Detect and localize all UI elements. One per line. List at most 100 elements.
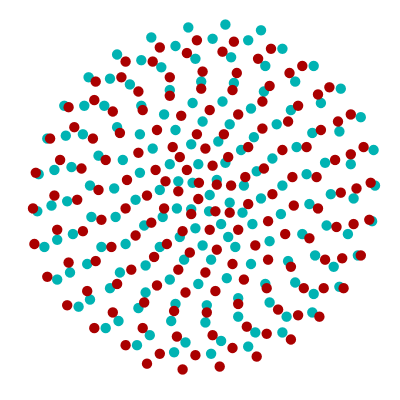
- series-2-point-24: [146, 217, 157, 228]
- series-2-point-2: [193, 177, 205, 188]
- series-1-point-39: [267, 153, 278, 164]
- series-1-point-47: [140, 260, 151, 271]
- series-1-point-142: [168, 347, 180, 358]
- series-1-point-14: [237, 207, 248, 218]
- series-1-point-22: [213, 136, 224, 147]
- series-2-point-10: [224, 207, 235, 218]
- series-2-point-67: [257, 96, 268, 107]
- series-2-point-27: [167, 141, 178, 153]
- series-2-point-70: [311, 171, 322, 183]
- series-2-point-125: [261, 328, 272, 339]
- series-1-point-1: [204, 189, 215, 201]
- series-1-point-89: [166, 315, 177, 327]
- series-2-point-142: [228, 36, 240, 47]
- series-1-point-147: [39, 241, 50, 253]
- series-1-point-57: [271, 119, 282, 130]
- series-1-point-81: [319, 157, 331, 168]
- series-2-point-124: [292, 310, 304, 321]
- series-2-point-62: [114, 127, 126, 139]
- series-1-point-146: [52, 274, 63, 285]
- series-2-point-144: [297, 60, 308, 72]
- series-1-point-35: [170, 124, 181, 136]
- series-1-point-46: [164, 274, 175, 285]
- series-1-point-55: [217, 96, 228, 107]
- series-2-point-141: [191, 35, 203, 46]
- series-1-point-132: [355, 112, 366, 123]
- series-2-point-45: [204, 104, 215, 116]
- series-1-point-41: [275, 208, 287, 220]
- series-2-point-43: [151, 124, 163, 136]
- series-2-point-116: [284, 67, 295, 79]
- series-1-point-52: [134, 129, 146, 140]
- series-2-point-52: [262, 254, 274, 265]
- series-2-point-5: [186, 208, 197, 220]
- series-2-point-30: [243, 141, 254, 153]
- series-1-point-117: [84, 294, 96, 305]
- series-1-point-10: [173, 176, 184, 187]
- series-2-point-97: [298, 283, 309, 294]
- series-1-point-87: [233, 311, 244, 322]
- series-1-point-86: [264, 297, 275, 308]
- series-1-point-157: [255, 25, 267, 36]
- series-1-point-131: [335, 83, 346, 94]
- series-2-point-107: [49, 190, 60, 201]
- series-1-point-38: [248, 132, 260, 143]
- series-2-point-148: [365, 177, 376, 188]
- series-2-point-139: [120, 56, 131, 67]
- series-2-point-80: [90, 255, 101, 267]
- series-1-point-67: [140, 287, 151, 298]
- series-1-point-37: [224, 119, 235, 130]
- series-2-point-72: [304, 233, 315, 244]
- series-1-point-53: [158, 109, 170, 120]
- series-2-point-122: [337, 253, 348, 264]
- series-2-point-104: [82, 285, 93, 297]
- series-2-point-132: [42, 271, 53, 282]
- series-1-point-143: [131, 340, 143, 351]
- series-1-point-45: [193, 278, 204, 290]
- series-1-point-130: [308, 60, 319, 72]
- series-2-point-157: [141, 358, 153, 369]
- series-1-point-101: [225, 52, 237, 63]
- series-1-point-16: [197, 240, 208, 251]
- series-1-point-59: [301, 169, 312, 180]
- series-2-point-85: [107, 106, 119, 117]
- series-1-point-110: [308, 288, 319, 300]
- series-1-point-82: [325, 189, 336, 200]
- series-2-point-4: [210, 206, 221, 217]
- series-2-point-58: [106, 241, 117, 253]
- series-2-point-126: [227, 342, 238, 354]
- series-2-point-79: [111, 278, 123, 290]
- series-2-point-23: [161, 238, 173, 250]
- series-1-point-25: [255, 193, 267, 204]
- series-1-point-83: [321, 220, 332, 231]
- series-2-point-111: [116, 72, 127, 83]
- series-2-point-98: [272, 304, 284, 315]
- series-2-point-1: [193, 193, 204, 205]
- series-1-point-126: [170, 40, 181, 52]
- series-2-point-155: [214, 361, 225, 372]
- series-2-point-86: [133, 86, 144, 97]
- series-1-point-44: [221, 273, 232, 284]
- series-1-point-7: [215, 218, 227, 230]
- series-2-point-101: [171, 331, 183, 342]
- series-1-point-60: [304, 198, 315, 210]
- series-1-point-120: [46, 200, 57, 211]
- series-1-point-49: [110, 211, 121, 223]
- series-2-point-31: [258, 163, 270, 174]
- series-2-point-35: [227, 258, 238, 270]
- series-2-point-87: [164, 72, 175, 83]
- series-1-point-98: [124, 79, 136, 90]
- series-2-point-100: [207, 330, 218, 341]
- series-1-point-99: [156, 62, 167, 73]
- series-2-point-32: [267, 189, 278, 200]
- series-2-point-19: [243, 198, 254, 210]
- series-2-point-136: [44, 133, 56, 144]
- series-2-point-99: [241, 321, 252, 332]
- series-1-point-9: [171, 203, 183, 214]
- series-1-point-139: [277, 327, 288, 338]
- series-1-point-71: [84, 180, 96, 191]
- series-2-point-77: [168, 305, 180, 317]
- series-1-point-92: [82, 258, 93, 270]
- series-1-point-97: [99, 100, 110, 112]
